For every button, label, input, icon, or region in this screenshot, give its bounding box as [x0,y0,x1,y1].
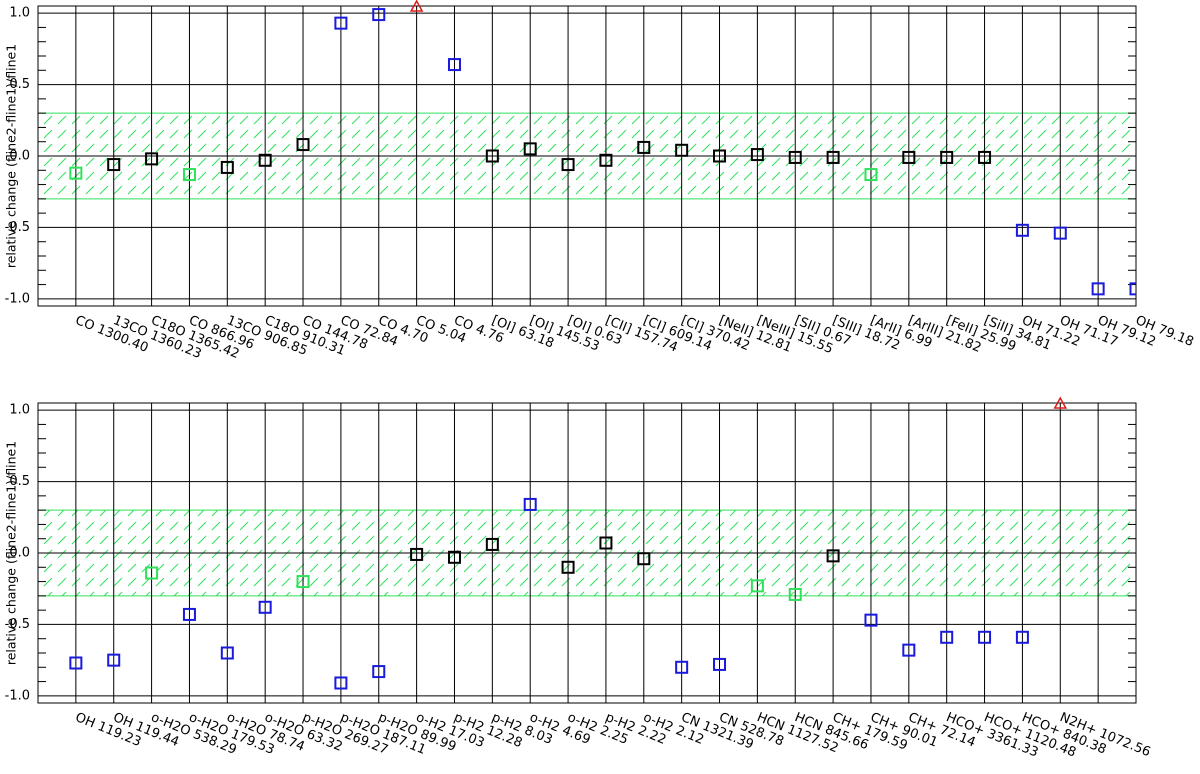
marker [637,552,651,566]
marker [978,630,992,644]
markers [69,8,1136,296]
marker [675,660,689,674]
y-tick-label: 0.0 [9,149,30,164]
plot-frame [37,402,1137,704]
marker [107,158,121,172]
marker [485,149,499,163]
marker [940,630,954,644]
marker [296,575,310,589]
y-tick-label: 0.0 [9,546,30,561]
marker [1091,282,1105,296]
marker [372,8,386,22]
marker [788,150,802,164]
marker [978,150,992,164]
marker [599,536,613,550]
y-tick-label: -0.5 [5,220,30,235]
y-tick-label: 1.0 [9,6,30,21]
marker [1129,282,1136,296]
marker [107,653,121,667]
y-axis-label: relative change (fline2-fline1)/fline1 [4,44,19,268]
y-axis-label: relative change (fline2-fline1)/fline1 [4,441,19,665]
marker [182,607,196,621]
marker [902,150,916,164]
marker [561,158,575,172]
marker [145,566,159,580]
marker [410,547,424,561]
marker [599,153,613,167]
marker [826,150,840,164]
marker [864,168,878,182]
markers [69,497,1029,690]
marker [561,560,575,574]
marker [220,160,234,174]
marker [485,537,499,551]
marker [713,657,727,671]
marker [523,142,537,156]
marker [258,153,272,167]
y-tick-label: -0.5 [5,617,30,632]
y-tick-label: -1.0 [5,688,30,703]
marker [220,646,234,660]
marker [1053,396,1068,409]
y-tick-label: 1.0 [9,403,30,418]
marker [750,579,764,593]
marker [1015,630,1029,644]
marker [145,152,159,166]
marker [182,168,196,182]
marker [296,138,310,152]
marker [69,166,83,180]
marker [447,58,461,72]
marker [864,613,878,627]
marker [826,549,840,563]
marker [940,150,954,164]
marker [902,643,916,657]
marker [675,143,689,157]
y-tick-label: 0.5 [9,474,30,489]
marker [1015,223,1029,237]
marker [750,148,764,162]
y-tick-label: 0.5 [9,77,30,92]
marker [637,140,651,154]
marker [1053,226,1067,240]
marker [334,16,348,30]
marker [69,656,83,670]
marker [334,676,348,690]
marker [372,665,386,679]
marker [713,149,727,163]
marker [447,550,461,564]
y-tick-label: -1.0 [5,291,30,306]
marker [523,497,537,511]
marker [409,0,424,12]
marker [788,587,802,601]
plot-frame [37,5,1137,307]
marker [258,600,272,614]
